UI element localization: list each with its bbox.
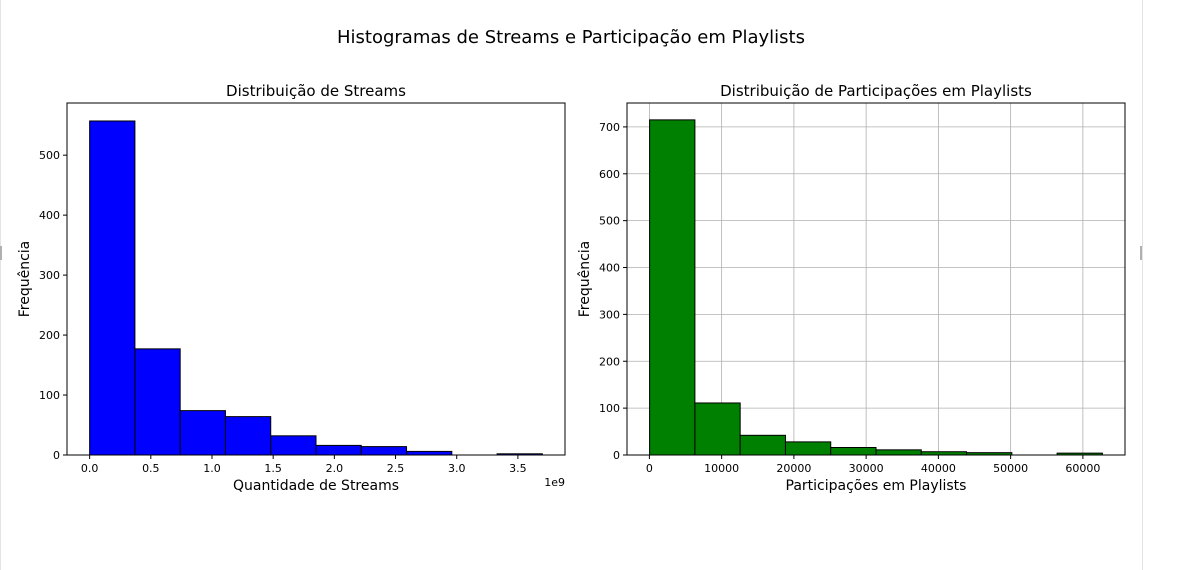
y-tick-label: 300: [599, 308, 620, 321]
histogram-bar: [406, 450, 453, 456]
histogram-bar: [179, 410, 226, 456]
playlists-histogram: 0 10000 20000 30000 40000 50000 60000 0 100 200 30…: [577, 82, 1126, 494]
x-tick-label: 60000: [1065, 462, 1100, 475]
histogram-bar: [360, 446, 408, 456]
x-axis-label: Quantidade de Streams: [233, 478, 399, 494]
y-tick-label: 500: [39, 149, 60, 162]
x-tick-label: 20000: [776, 462, 811, 475]
x-tick-label: 0: [646, 462, 653, 475]
x-tick-label: 40000: [921, 462, 956, 475]
figure-suptitle: Histogramas de Streams e Participação em…: [337, 27, 805, 48]
histogram-bar: [134, 348, 181, 456]
y-tick-label: 400: [39, 209, 60, 222]
chart-title: Distribuição de Participações em Playlis…: [720, 82, 1032, 100]
x-tick-label: 1.0: [203, 462, 221, 475]
x-tick-label: 0.0: [81, 462, 99, 475]
x-tick-label: 50000: [993, 462, 1028, 475]
left-frame-border: [0, 0, 1, 570]
y-axis-label: Frequência: [577, 241, 593, 318]
left-resize-handle[interactable]: [0, 246, 2, 260]
x-offset-label: 1e9: [544, 476, 565, 489]
histogram-bar: [739, 434, 786, 456]
histogram-bar: [784, 441, 832, 456]
histogram-bar: [694, 402, 741, 456]
y-tick-label: 400: [599, 262, 620, 275]
x-tick-label: 2.5: [387, 462, 405, 475]
y-tick-label: 300: [39, 269, 60, 282]
y-tick-label: 500: [599, 215, 620, 228]
y-tick-label: 0: [613, 449, 620, 462]
histogram-bar: [875, 449, 922, 456]
y-tick-label: 0: [53, 449, 60, 462]
y-axis-label: Frequência: [17, 241, 33, 318]
right-resize-handle[interactable]: [1140, 246, 1142, 260]
histogram-bar: [315, 444, 362, 456]
histogram-bar: [649, 119, 696, 456]
x-tick-label: 3.5: [509, 462, 527, 475]
y-tick-label: 700: [599, 121, 620, 134]
x-tick-label: 2.0: [326, 462, 344, 475]
histogram-bar: [89, 120, 136, 456]
x-axis-label: Participações em Playlists: [786, 478, 967, 494]
histogram-bar: [270, 435, 317, 456]
histogram-bar: [224, 416, 272, 456]
y-tick-label: 100: [39, 389, 60, 402]
y-tick-label: 200: [599, 355, 620, 368]
x-tick-label: 1.5: [264, 462, 282, 475]
y-tick-label: 200: [39, 329, 60, 342]
y-tick-label: 600: [599, 168, 620, 181]
x-tick-label: 3.0: [448, 462, 466, 475]
x-tick-label: 10000: [704, 462, 739, 475]
right-frame-border: [1142, 0, 1143, 570]
histogram-bar: [830, 447, 877, 456]
x-tick-label: 0.5: [142, 462, 160, 475]
y-tick-label: 100: [599, 402, 620, 415]
chart-title: Distribuição de Streams: [226, 82, 406, 100]
axes-frame: [626, 102, 1126, 456]
x-tick-label: 30000: [849, 462, 884, 475]
streams-histogram: 0.0 0.5 1.0 1.5 2.0 2.5 3.0 3.5 0 100 200 300 400 500…: [17, 82, 566, 494]
axes-frame: [66, 102, 566, 456]
